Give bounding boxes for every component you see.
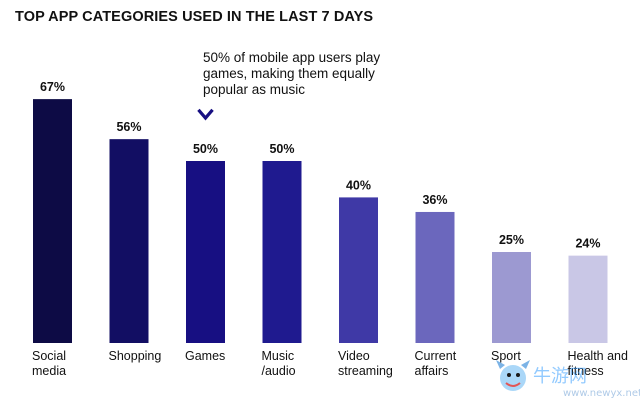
category-label-5-line-0: Current [415,349,457,363]
bar-4 [339,197,378,343]
category-label-6-line-0: Sport [491,349,521,363]
chart-title: TOP APP CATEGORIES USED IN THE LAST 7 DA… [15,9,373,25]
watermark-text: 牛游网 [533,366,587,387]
category-label-7: Health and fitness [568,349,629,378]
category-label-1-line-0: Shopping [109,349,162,363]
category-label-4: Video streaming [338,349,393,378]
bar-2 [186,161,225,343]
watermark-mascot-icon [496,360,530,391]
category-label-5: Current affairs [415,349,457,378]
value-label-1: 56% [116,120,141,134]
annotation-line-2: popular as music [203,82,305,97]
category-label-2-line-0: Games [185,349,225,363]
annotation-line-0: 50% of mobile app users play [203,50,380,65]
category-label-3-line-0: Music [262,349,295,363]
category-label-3: Music/audio [262,349,296,378]
category-label-0-line-0: Social [32,349,66,363]
category-label-6: Sport [491,349,521,363]
watermark-url: www.newyx.net [563,388,640,399]
value-label-3: 50% [269,142,294,156]
value-label-7: 24% [575,237,600,251]
category-label-2: Games [185,349,225,363]
value-label-4: 40% [346,178,371,192]
category-label-0-line-1: media [32,364,66,378]
value-label-6: 25% [499,233,524,247]
watermark: 牛游网 www.newyx.net [496,360,640,399]
category-label-1: Shopping [109,349,162,363]
bar-3 [262,161,302,343]
value-labels: 67% 56% 50% 50% 40% 36% 25% 24% [40,80,601,251]
value-label-5: 36% [422,193,447,207]
chevron-down-icon [197,108,214,121]
category-label-4-line-1: streaming [338,364,393,378]
category-label-3-line-1: /audio [262,364,296,378]
category-label-4-line-0: Video [338,349,370,363]
category-label-7-line-0: Health and [568,349,629,363]
value-label-0: 67% [40,80,65,94]
bar-1 [109,139,149,343]
annotation-line-1: games, making them equally [203,66,375,81]
bars [33,99,608,344]
bar-0 [33,99,72,344]
bar-5 [415,211,455,343]
bar-6 [492,252,531,343]
category-label-0: Social media [32,349,66,378]
value-label-2: 50% [193,142,218,156]
category-label-5-line-1: affairs [415,364,449,378]
category-labels: Social media Shopping Games Music/audio Video… [32,349,628,378]
category-label-7-line-1: fitness [568,364,604,378]
bar-7 [568,255,608,343]
